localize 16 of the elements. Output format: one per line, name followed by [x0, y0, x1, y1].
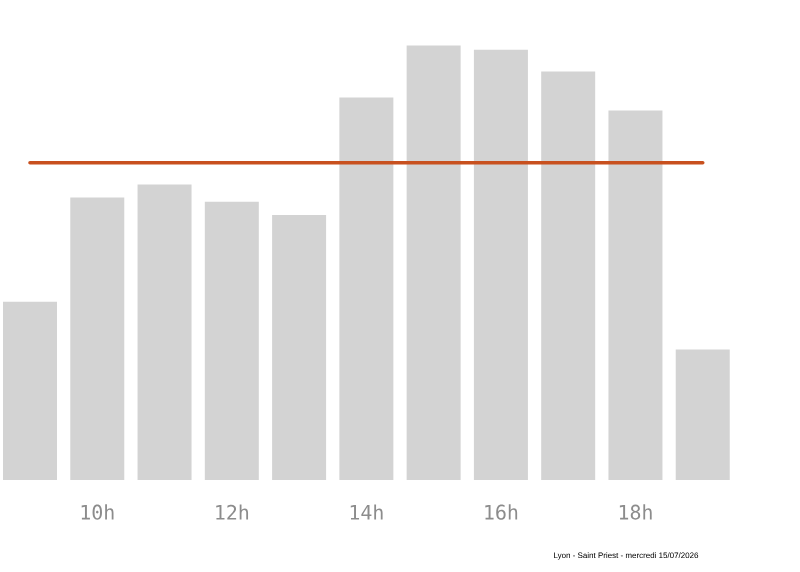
bar: [473, 49, 528, 480]
x-tick-label: 10h: [81, 504, 114, 520]
x-tick-label: 14h: [350, 504, 383, 520]
x-tick-label: 16h: [485, 504, 518, 520]
bar: [204, 201, 259, 480]
bar: [541, 71, 596, 480]
bar: [70, 197, 125, 480]
bar: [675, 349, 730, 480]
bar: [339, 97, 394, 480]
x-tick-label: 12h: [216, 504, 249, 520]
bar: [137, 184, 192, 480]
x-tick-label: 18h: [619, 504, 652, 520]
bar: [272, 214, 327, 480]
bar: [608, 110, 663, 480]
bar: [3, 301, 57, 480]
bar: [406, 45, 461, 480]
